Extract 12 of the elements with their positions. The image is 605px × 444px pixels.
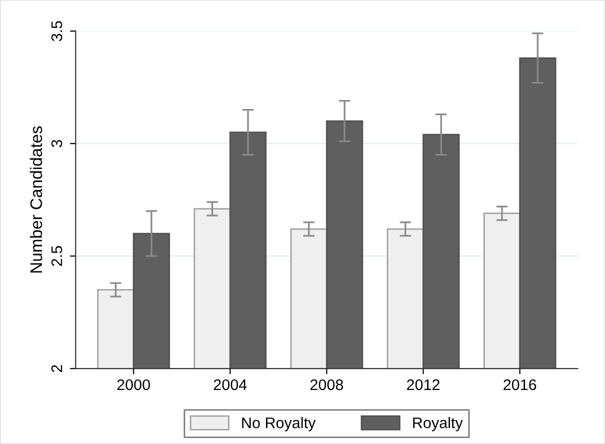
- y-tick-label: 3.5: [51, 21, 62, 42]
- x-tick-label: 2016: [504, 379, 536, 390]
- y-tick-label: 2: [51, 365, 62, 372]
- x-tick-label: 2000: [117, 379, 150, 390]
- legend-label: No Royalty: [242, 417, 316, 432]
- x-tick-label: 2004: [214, 379, 247, 390]
- y-tick-label: 2.5: [51, 246, 62, 266]
- x-tick-label: 2012: [407, 379, 440, 390]
- y-axis-title: Number Candidates: [30, 126, 42, 273]
- x-tick-label: 2008: [310, 379, 344, 390]
- y-tick-label: 3: [51, 140, 62, 148]
- legend-label: Royalty: [413, 417, 463, 432]
